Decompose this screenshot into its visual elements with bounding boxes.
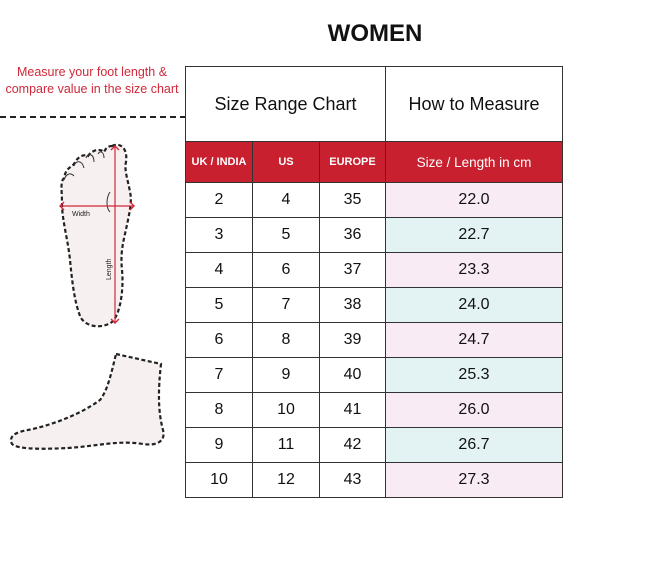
cell-europe: 36	[319, 217, 386, 253]
cell-length-cm: 24.0	[385, 287, 563, 323]
cell-us: 9	[252, 357, 320, 393]
cell-uk-india: 3	[185, 217, 253, 253]
cell-length-cm: 22.0	[385, 182, 563, 218]
column-header-us: US	[252, 141, 320, 183]
cell-length-cm: 26.0	[385, 392, 563, 428]
cell-europe: 43	[319, 462, 386, 498]
dashed-divider	[0, 116, 186, 118]
cell-us: 10	[252, 392, 320, 428]
cell-us: 7	[252, 287, 320, 323]
cell-uk-india: 4	[185, 252, 253, 288]
foot-sole-diagram: Width Length	[59, 143, 135, 328]
table-row: 7 9 40 25.3	[185, 357, 563, 393]
cell-europe: 37	[319, 252, 386, 288]
cell-uk-india: 5	[185, 287, 253, 323]
width-label: Width	[72, 211, 90, 218]
cell-europe: 42	[319, 427, 386, 463]
cell-length-cm: 22.7	[385, 217, 563, 253]
column-header-europe: EUROPE	[319, 141, 386, 183]
column-header-uk-india: UK / INDIA	[185, 141, 253, 183]
table-row: 4 6 37 23.3	[185, 252, 563, 288]
how-to-measure-heading: How to Measure	[385, 66, 563, 142]
table-row: 5 7 38 24.0	[185, 287, 563, 323]
column-header-length-cm: Size / Length in cm	[385, 141, 563, 183]
cell-us: 12	[252, 462, 320, 498]
cell-us: 8	[252, 322, 320, 358]
page-title: WOMEN	[327, 20, 423, 47]
cell-us: 11	[252, 427, 320, 463]
cell-length-cm: 23.3	[385, 252, 563, 288]
cell-us: 4	[252, 182, 320, 218]
table-row: 3 5 36 22.7	[185, 217, 563, 253]
length-label: Length	[106, 258, 113, 280]
cell-length-cm: 26.7	[385, 427, 563, 463]
cell-uk-india: 10	[185, 462, 253, 498]
size-range-chart-heading: Size Range Chart	[185, 66, 386, 142]
measure-instruction: Measure your foot length & compare value…	[5, 65, 179, 96]
cell-us: 5	[252, 217, 320, 253]
cell-europe: 35	[319, 182, 386, 218]
foot-side-diagram	[9, 352, 165, 450]
table-row: 2 4 35 22.0	[185, 182, 563, 218]
table-row: 10 12 43 27.3	[185, 462, 563, 498]
cell-length-cm: 27.3	[385, 462, 563, 498]
table-row: 6 8 39 24.7	[185, 322, 563, 358]
size-table: Size Range Chart How to Measure UK / IND…	[185, 66, 563, 498]
cell-uk-india: 7	[185, 357, 253, 393]
cell-length-cm: 24.7	[385, 322, 563, 358]
cell-europe: 38	[319, 287, 386, 323]
cell-uk-india: 9	[185, 427, 253, 463]
cell-uk-india: 8	[185, 392, 253, 428]
cell-europe: 40	[319, 357, 386, 393]
table-row: 8 10 41 26.0	[185, 392, 563, 428]
cell-length-cm: 25.3	[385, 357, 563, 393]
cell-uk-india: 2	[185, 182, 253, 218]
cell-europe: 39	[319, 322, 386, 358]
cell-us: 6	[252, 252, 320, 288]
cell-uk-india: 6	[185, 322, 253, 358]
table-row: 9 11 42 26.7	[185, 427, 563, 463]
cell-europe: 41	[319, 392, 386, 428]
